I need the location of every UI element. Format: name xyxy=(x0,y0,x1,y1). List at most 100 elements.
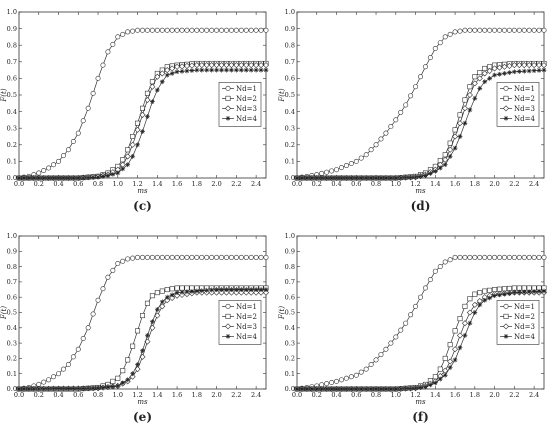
data-point xyxy=(65,147,71,153)
data-point xyxy=(442,259,448,265)
data-point xyxy=(511,62,518,69)
data-point xyxy=(115,261,121,267)
x-tick-label: 1.4 xyxy=(430,180,440,188)
data-point xyxy=(427,277,433,283)
data-point xyxy=(164,294,170,300)
data-point xyxy=(228,254,234,260)
data-point xyxy=(41,175,47,181)
data-point xyxy=(56,386,61,392)
data-point xyxy=(105,274,111,280)
x-tick-label: 1.8 xyxy=(470,180,480,188)
legend-label: Nd=2 xyxy=(236,95,257,103)
data-point xyxy=(199,288,205,294)
data-point xyxy=(149,83,156,90)
data-point xyxy=(447,257,453,263)
data-point xyxy=(334,175,339,181)
data-point xyxy=(536,27,542,33)
y-tick-label: 0.7 xyxy=(7,278,17,286)
panel-label: (c) xyxy=(133,199,152,213)
data-point xyxy=(501,63,508,70)
legend-marker xyxy=(225,85,231,91)
data-point xyxy=(219,254,225,260)
data-point xyxy=(159,254,165,260)
data-point xyxy=(497,286,503,292)
data-point xyxy=(110,378,116,384)
data-point xyxy=(100,286,106,292)
data-point xyxy=(95,385,101,391)
y-tick-label: 0.8 xyxy=(7,263,17,271)
data-point xyxy=(462,27,468,33)
data-point xyxy=(229,67,234,73)
data-point xyxy=(452,29,458,35)
data-point xyxy=(120,157,126,163)
data-point xyxy=(229,287,234,292)
data-point xyxy=(442,162,448,168)
data-point xyxy=(521,68,527,74)
data-point xyxy=(393,175,399,181)
data-point xyxy=(204,27,210,33)
data-point xyxy=(120,31,126,37)
data-point xyxy=(363,366,369,372)
data-point xyxy=(422,64,428,70)
data-point xyxy=(120,368,126,374)
data-point xyxy=(324,175,330,181)
data-point xyxy=(472,310,478,315)
data-point xyxy=(253,287,259,292)
data-point xyxy=(95,75,101,81)
y-tick-label: 0.9 xyxy=(285,25,295,33)
data-point xyxy=(462,333,468,338)
data-point xyxy=(189,289,195,294)
y-tick-label: 1.0 xyxy=(285,8,295,16)
legend-marker xyxy=(225,95,231,101)
data-point xyxy=(61,175,66,181)
legend-marker xyxy=(503,313,509,319)
data-point xyxy=(506,254,512,260)
data-point xyxy=(536,67,542,73)
legend-marker xyxy=(225,303,231,309)
data-point xyxy=(31,175,37,181)
data-point xyxy=(408,93,414,99)
data-point xyxy=(471,80,478,87)
data-point xyxy=(294,175,300,181)
data-point xyxy=(204,254,210,260)
data-point xyxy=(105,49,111,55)
y-tick-label: 1.0 xyxy=(7,8,17,16)
data-point xyxy=(521,62,528,69)
x-axis-label: ms xyxy=(137,398,148,406)
data-point xyxy=(521,289,527,295)
data-point xyxy=(56,175,61,181)
data-point xyxy=(85,175,91,180)
data-point xyxy=(154,27,160,33)
data-point xyxy=(258,287,264,292)
data-point xyxy=(338,165,344,171)
data-point xyxy=(492,72,497,78)
data-point xyxy=(199,27,205,33)
data-point xyxy=(304,386,310,392)
data-point xyxy=(159,27,165,33)
data-point xyxy=(184,68,190,74)
x-tick-label: 0.8 xyxy=(93,180,103,188)
x-tick-label: 1.4 xyxy=(152,180,162,188)
y-tick-label: 0.6 xyxy=(7,75,17,83)
x-tick-label: 1.6 xyxy=(172,391,182,399)
y-axis-label: F(t) xyxy=(278,306,286,320)
data-point xyxy=(60,366,66,372)
data-point xyxy=(224,67,229,73)
y-tick-label: 0.3 xyxy=(285,124,295,132)
data-point xyxy=(452,254,458,260)
x-tick-label: 0.6 xyxy=(73,391,83,399)
data-point xyxy=(457,134,463,139)
legend-marker xyxy=(503,95,509,101)
data-point xyxy=(348,160,354,166)
data-point xyxy=(179,27,185,33)
x-tick-label: 0.2 xyxy=(312,391,322,399)
data-point xyxy=(169,254,175,260)
data-point xyxy=(403,175,409,180)
data-point xyxy=(447,146,454,153)
data-point xyxy=(432,374,438,380)
legend-label: Nd=3 xyxy=(236,323,257,331)
data-point xyxy=(502,291,507,297)
x-tick-label: 0.2 xyxy=(34,391,44,399)
data-point xyxy=(511,27,517,33)
data-point xyxy=(154,307,160,312)
